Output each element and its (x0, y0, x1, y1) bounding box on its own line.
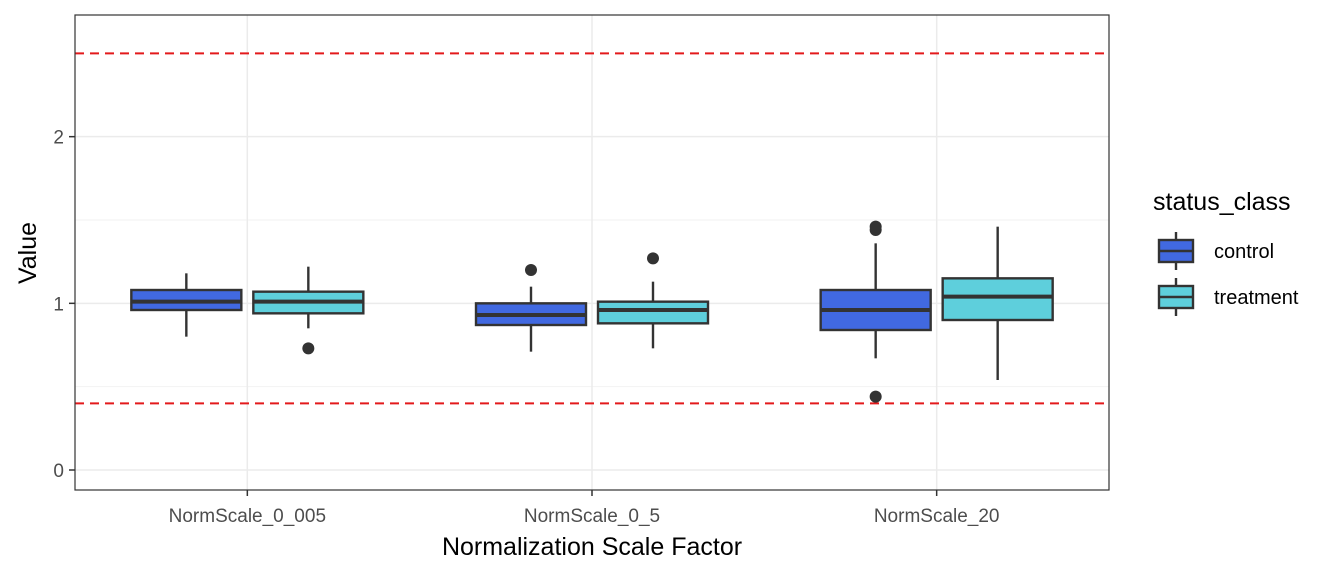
box-iqr (596, 300, 710, 325)
legend-label: control (1214, 241, 1274, 263)
box-iqr (941, 277, 1054, 322)
x-tick-label: NormScale_20 (874, 506, 1000, 527)
x-axis: NormScale_0_005 NormScale_0_5 NormScale_20 (169, 490, 1000, 527)
gridlines (75, 15, 1109, 490)
y-axis-title: Value (14, 222, 42, 284)
x-tick-label: NormScale_0_5 (524, 506, 660, 527)
x-axis-title: Normalization Scale Factor (442, 533, 742, 561)
y-tick-label: 0 (53, 461, 64, 482)
box-control-NormScale_20 (819, 220, 932, 403)
legend: status_class control treatment (1153, 188, 1299, 316)
y-axis: 0 1 2 (53, 128, 75, 482)
box-treatment-NormScale_20 (941, 226, 1054, 380)
legend-title: status_class (1153, 188, 1291, 216)
box-series (130, 220, 1054, 403)
box-control-NormScale_0_5 (474, 264, 588, 352)
box-control-NormScale_0_005 (130, 273, 243, 337)
box-treatment-NormScale_0_005 (252, 266, 365, 355)
outlier-point (647, 252, 659, 265)
outlier-point (302, 342, 315, 355)
reference-lines (75, 52, 1109, 405)
legend-label: treatment (1214, 287, 1299, 309)
outlier-point (869, 220, 882, 233)
y-tick-label: 1 (53, 294, 64, 315)
outlier-point (525, 264, 537, 276)
legend-item-control: control (1157, 232, 1274, 270)
x-tick-label: NormScale_0_005 (169, 506, 326, 527)
box-treatment-NormScale_0_5 (596, 252, 710, 349)
y-tick-label: 2 (53, 128, 64, 149)
outlier-point (869, 390, 882, 403)
legend-item-treatment: treatment (1157, 278, 1299, 316)
